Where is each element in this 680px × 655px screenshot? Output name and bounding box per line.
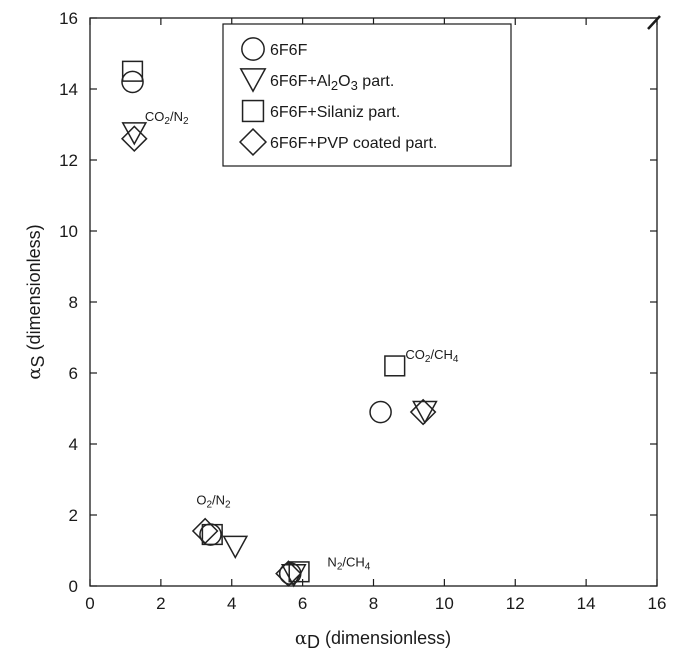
legend-label-silaniz: 6F6F+Silaniz part. bbox=[270, 104, 400, 121]
annotation-co2-ch4: CO2/CH4 bbox=[405, 347, 458, 365]
data-point-square bbox=[201, 523, 223, 546]
y-tick-label: 12 bbox=[59, 151, 78, 170]
data-point-diamond bbox=[409, 398, 437, 426]
data-point-square bbox=[288, 561, 310, 583]
y-tick-label: 14 bbox=[59, 80, 78, 99]
x-tick-label: 16 bbox=[648, 594, 667, 613]
legend-marker-triangle-down bbox=[239, 68, 267, 93]
y-tick-label: 0 bbox=[69, 577, 78, 596]
data-point-diamond bbox=[191, 517, 219, 545]
y-tick-label: 4 bbox=[69, 435, 78, 454]
y-tick-label: 10 bbox=[59, 222, 78, 241]
legend-marker-circle bbox=[241, 37, 265, 61]
data-point-circle bbox=[369, 400, 392, 424]
data-point-square bbox=[384, 355, 406, 377]
y-tick-label: 8 bbox=[69, 293, 78, 312]
legend-marker-diamond bbox=[238, 127, 268, 157]
annotations: CO2/N2 CO2/CH4 O2/N2 N2/CH4 bbox=[145, 109, 459, 573]
legend-marker-square bbox=[241, 99, 265, 123]
x-tick-label: 12 bbox=[506, 594, 525, 613]
annotation-n2-ch4: N2/CH4 bbox=[327, 554, 370, 572]
legend-label-al2o3: 6F6F+Al2O3 part. bbox=[270, 73, 394, 93]
x-tick-label: 6 bbox=[298, 594, 307, 613]
annotation-co2-n2: CO2/N2 bbox=[145, 109, 189, 127]
data-point-triangle-down bbox=[121, 122, 148, 146]
x-tick-label: 0 bbox=[85, 594, 94, 613]
y-tick-label: 2 bbox=[69, 506, 78, 525]
x-tick-label: 14 bbox=[577, 594, 596, 613]
x-axis-title: αD (dimensionless) bbox=[295, 628, 451, 652]
y-tick-label: 16 bbox=[59, 9, 78, 28]
data-point-square bbox=[121, 60, 144, 82]
x-tick-label: 8 bbox=[369, 594, 378, 613]
axis-break-mark bbox=[647, 15, 661, 30]
x-tick-label: 10 bbox=[435, 594, 454, 613]
data-point-diamond bbox=[275, 560, 302, 587]
legend-label-pvp: 6F6F+PVP coated part. bbox=[270, 135, 437, 152]
legend: 6F6F 6F6F+Al2O3 part. 6F6F+Silaniz part.… bbox=[222, 23, 512, 167]
y-axis-title: αS (dimensionless) bbox=[24, 224, 48, 379]
annotation-o2-n2: O2/N2 bbox=[196, 492, 231, 510]
x-tick-label: 2 bbox=[156, 594, 165, 613]
data-points bbox=[120, 60, 438, 588]
x-tick-label: 4 bbox=[227, 594, 236, 613]
data-point-diamond bbox=[120, 125, 148, 153]
data-point-triangle-down bbox=[412, 400, 438, 425]
legend-markers bbox=[238, 37, 268, 157]
data-point-circle bbox=[121, 70, 144, 94]
data-point-triangle-down bbox=[222, 535, 249, 560]
y-tick-label: 6 bbox=[69, 364, 78, 383]
legend-label-6f6f: 6F6F bbox=[270, 42, 308, 59]
legend-box bbox=[222, 23, 512, 167]
